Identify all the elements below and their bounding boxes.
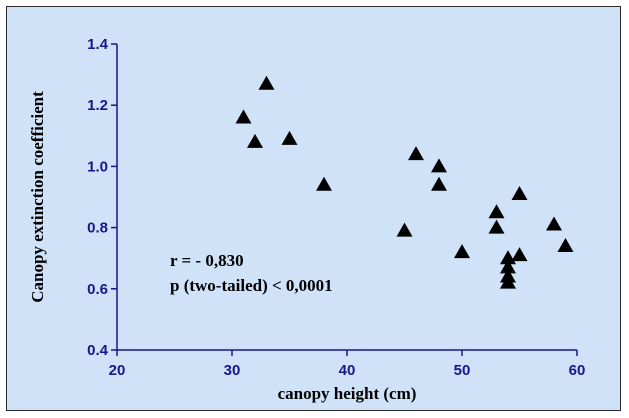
data-point-triangle [431, 158, 447, 173]
y-axis-title: Canopy extinction coefficient [28, 91, 47, 303]
data-point-triangle [511, 247, 528, 262]
data-point-triangle [454, 244, 470, 259]
data-point-triangle [500, 259, 516, 274]
y-tick-label: 1.4 [87, 36, 109, 53]
data-points [235, 75, 574, 289]
data-point-triangle [557, 237, 574, 252]
y-tick-label: 1.2 [87, 97, 108, 114]
data-point-triangle [235, 109, 252, 124]
y-tick-label: 0.6 [87, 281, 108, 298]
x-tick-label: 30 [224, 362, 241, 379]
x-tick-label: 60 [569, 362, 586, 379]
data-point-triangle [500, 274, 516, 289]
y-tick-label: 0.4 [87, 342, 109, 359]
y-tick-label: 1.0 [87, 158, 108, 175]
chart-background [6, 6, 621, 411]
y-axis-ticks: 0.4 0.6 0.8 1.0 1.2 1.4 [87, 36, 117, 359]
data-point-triangle [316, 176, 332, 191]
x-tick-label: 40 [339, 362, 356, 379]
data-point-triangle [546, 216, 562, 231]
data-point-triangle [431, 176, 447, 191]
p-value-annotation: p (two-tailed) < 0,0001 [170, 276, 333, 295]
data-point-triangle [488, 204, 505, 219]
data-point-triangle [511, 185, 528, 200]
data-point-triangle [258, 75, 275, 90]
x-axis-ticks: 20 30 40 50 60 [109, 350, 586, 379]
data-point-triangle [396, 222, 413, 237]
correlation-annotation: r = - 0,830 [170, 251, 244, 270]
x-axis-title: canopy height (cm) [278, 384, 417, 403]
y-tick-label: 0.8 [87, 220, 108, 237]
data-point-triangle [408, 146, 424, 161]
x-tick-label: 20 [109, 362, 126, 379]
data-point-triangle [281, 130, 298, 145]
data-point-triangle [488, 219, 505, 234]
x-tick-label: 50 [454, 362, 471, 379]
data-point-triangle [247, 133, 263, 148]
